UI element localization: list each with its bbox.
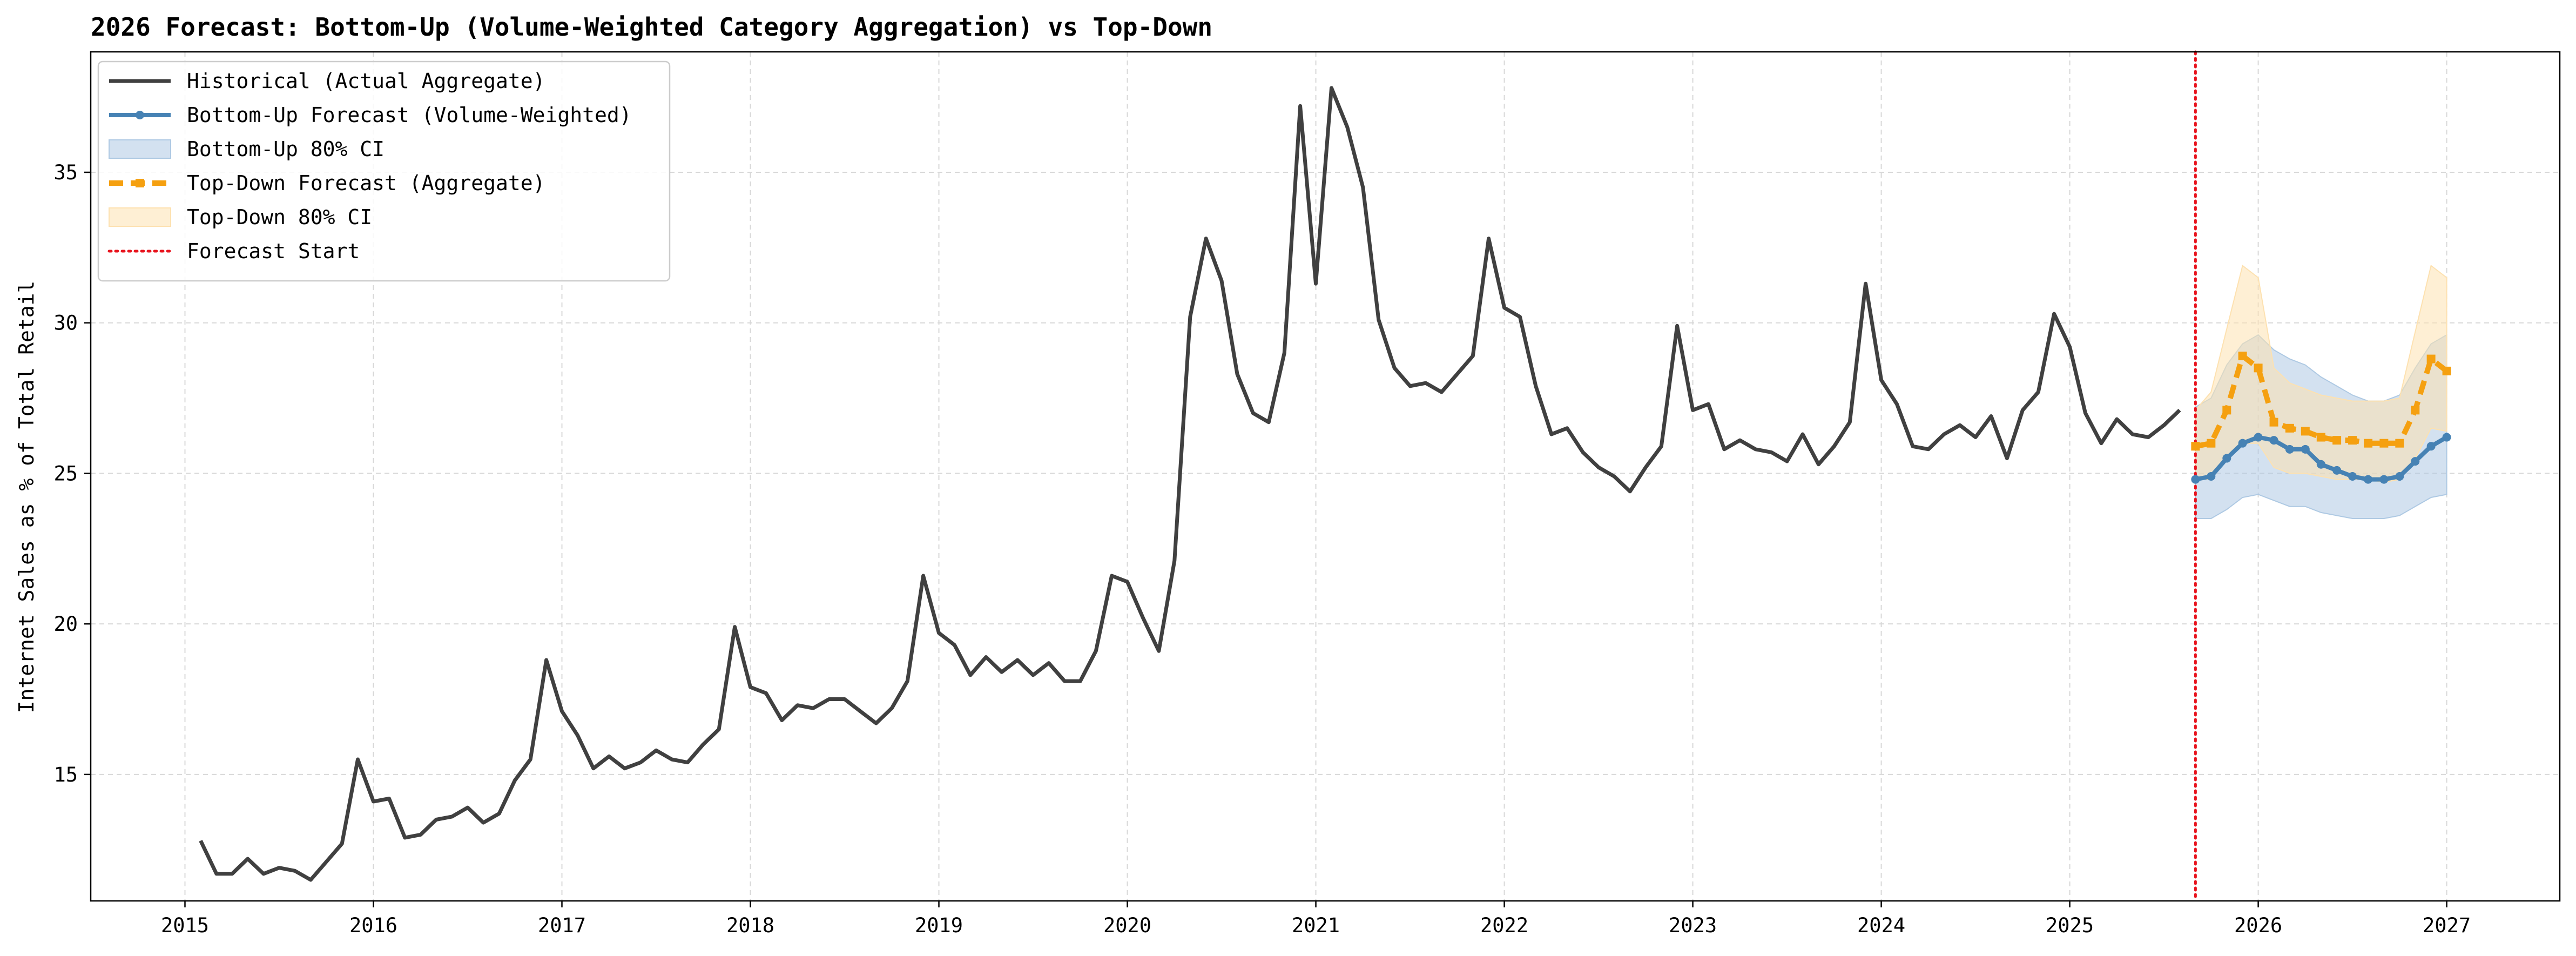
top-down-point (2379, 439, 2389, 448)
legend-label: Bottom-Up 80% CI (187, 137, 385, 161)
x-tick-label: 2015 (161, 914, 209, 937)
grid-lines (91, 52, 2560, 901)
x-tick-label: 2024 (1857, 914, 1905, 937)
bottom-up-point (2379, 475, 2389, 484)
series-markers (2191, 352, 2451, 484)
bottom-up-point (2364, 475, 2373, 484)
x-tick-label: 2020 (1103, 914, 1151, 937)
bottom-up-point (2269, 436, 2278, 445)
bottom-up-point (2238, 439, 2247, 448)
bottom-up-point (2254, 433, 2263, 442)
top-down-point (2442, 366, 2451, 375)
legend-bottom-up-marker (136, 111, 144, 119)
top-down-point (2269, 418, 2278, 427)
historical-line (199, 86, 2181, 882)
x-tick-label: 2021 (1292, 914, 1340, 937)
bottom-up-point (2442, 433, 2451, 442)
x-tick-label: 2027 (2423, 914, 2471, 937)
bottom-up-point (2191, 475, 2200, 484)
y-tick-label: 20 (53, 612, 78, 636)
confidence-bands (2195, 265, 2447, 519)
y-tick-label: 30 (53, 312, 78, 335)
top-down-point (2426, 354, 2436, 363)
x-tick-label: 2026 (2234, 914, 2282, 937)
legend-box (97, 60, 671, 282)
top-down-line (2195, 353, 2449, 449)
series-lines (199, 50, 2449, 903)
top-down-ci-band (2195, 265, 2447, 483)
bottom-up-point (2285, 445, 2294, 454)
plot-frame (90, 51, 2561, 902)
axes: 2015 2016 2017 2018 2019 2020 2021 2022 2023 2024… (53, 51, 2561, 937)
y-tick-label: 35 (53, 161, 78, 184)
x-tick-label: 2016 (349, 914, 397, 937)
top-down-point (2222, 406, 2231, 415)
x-tick-label: 2023 (1669, 914, 1717, 937)
top-down-point (2316, 433, 2325, 442)
bottom-up-point (2348, 472, 2357, 481)
chart-title: 2026 Forecast: Bottom-Up (Volume-Weighte… (91, 12, 1212, 42)
bottom-up-point (2395, 472, 2404, 481)
x-tick-label: 2018 (726, 914, 774, 937)
legend-label: Top-Down 80% CI (187, 205, 372, 229)
bottom-up-point (2222, 454, 2231, 463)
legend-label: Top-Down Forecast (Aggregate) (187, 171, 545, 195)
bottom-up-point (2316, 460, 2325, 469)
top-down-point (2238, 352, 2247, 361)
x-tick-label: 2019 (915, 914, 963, 937)
top-down-point (2395, 439, 2404, 448)
x-tick-label: 2022 (1480, 914, 1528, 937)
top-down-point (2254, 363, 2263, 373)
y-tick-label: 25 (53, 462, 78, 485)
top-down-point (2411, 406, 2420, 415)
legend-top-down_ci-swatch (109, 207, 171, 227)
top-down-point (2191, 442, 2200, 451)
bottom-up-point (2411, 457, 2420, 466)
top-down-point (2332, 436, 2342, 445)
legend: Historical (Actual Aggregate) Bottom-Up F… (97, 60, 671, 282)
bottom-up-point (2301, 445, 2310, 454)
x-tick-label: 2025 (2046, 914, 2094, 937)
bottom-up-point (2332, 466, 2342, 475)
legend-label: Forecast Start (187, 239, 360, 263)
top-down-point (2207, 439, 2216, 448)
y-tick-label: 15 (53, 763, 78, 786)
top-down-point (2364, 439, 2373, 448)
top-down-point (2301, 427, 2310, 436)
bottom-up-point (2426, 442, 2436, 451)
bottom-up-point (2207, 472, 2216, 481)
top-down-point (2285, 423, 2294, 433)
legend-bottom-up_ci-swatch (109, 139, 171, 159)
legend-label: Bottom-Up Forecast (Volume-Weighted) (187, 103, 632, 127)
top-down-point (2348, 436, 2357, 445)
y-axis-label: Internet Sales as % of Total Retail (15, 281, 38, 713)
legend-top-down-marker (136, 179, 144, 187)
x-tick-label: 2017 (538, 914, 586, 937)
legend-label: Historical (Actual Aggregate) (187, 69, 545, 93)
